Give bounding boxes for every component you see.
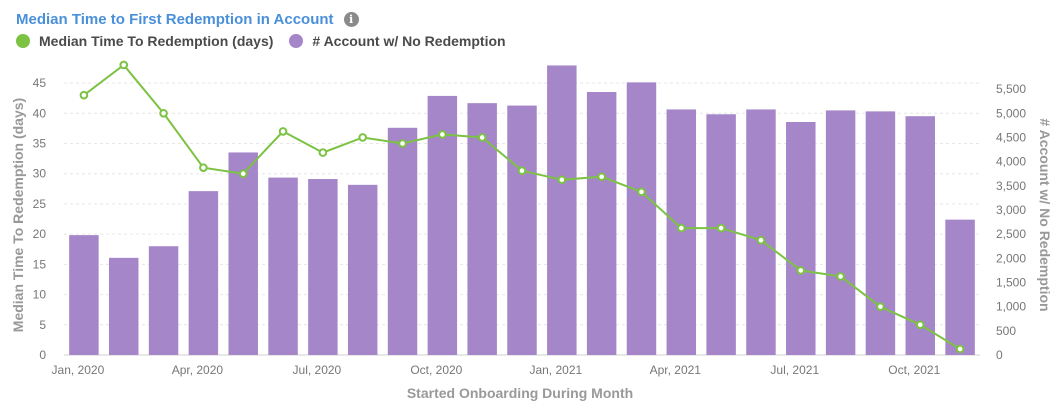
- left-tick-label: 15: [33, 257, 47, 271]
- right-tick-label: 2,500: [996, 227, 1026, 241]
- bar: [586, 92, 617, 356]
- left-tick-label: 45: [33, 76, 47, 90]
- line-point: [796, 266, 806, 275]
- legend-swatch-no-redemption: [289, 34, 304, 48]
- x-axis-ticks: Jan, 2020 Apr, 2020 Jul, 2020 Oct, 2020 Jan,…: [52, 363, 941, 377]
- left-tick-label: 5: [39, 318, 46, 332]
- x-tick-label: Oct, 2020: [410, 363, 462, 377]
- line-point: [716, 223, 726, 233]
- line-point: [915, 320, 925, 330]
- right-tick-label: 5,000: [996, 106, 1026, 120]
- line-point: [477, 133, 487, 142]
- line-point: [876, 302, 885, 311]
- right-tick-label: 3,000: [996, 203, 1026, 217]
- bar: [865, 111, 896, 355]
- bar: [308, 179, 338, 355]
- right-tick-label: 0: [996, 348, 1003, 362]
- bar: [268, 177, 298, 355]
- legend-item-no-redemption[interactable]: # Account w/ No Redemption: [289, 33, 506, 49]
- left-tick-label: 35: [33, 137, 47, 151]
- line-point: [637, 187, 646, 197]
- x-tick-label: Jul, 2021: [770, 363, 819, 377]
- point-layer: [79, 60, 965, 354]
- line-point: [278, 127, 288, 136]
- line-point: [517, 166, 527, 176]
- chart-legend: Median Time To Redemption (days) # Accou…: [16, 33, 522, 49]
- left-tick-label: 25: [33, 197, 47, 211]
- bar: [626, 82, 657, 356]
- chart-title-row: Median Time to First Redemption in Accou…: [16, 9, 359, 29]
- right-tick-label: 1,000: [996, 300, 1026, 314]
- left-tick-label: 40: [33, 106, 47, 120]
- right-tick-label: 1,500: [996, 275, 1026, 289]
- line-point: [756, 235, 766, 245]
- bar: [347, 184, 378, 355]
- line-point: [955, 344, 965, 354]
- bar: [109, 257, 139, 355]
- right-axis-title: # Account w/ No Redemption: [1037, 118, 1053, 311]
- bar-layer: [69, 65, 975, 356]
- right-tick-label: 5,500: [996, 82, 1026, 96]
- bar: [228, 152, 258, 355]
- right-tick-label: 500: [996, 324, 1016, 338]
- line-point: [238, 169, 248, 179]
- x-tick-label: Oct, 2021: [888, 363, 940, 377]
- chart-title: Median Time to First Redemption in Accou…: [16, 10, 334, 28]
- bar: [945, 219, 975, 355]
- line-point: [677, 223, 686, 233]
- bar: [387, 127, 418, 355]
- line-point: [119, 60, 129, 70]
- bar: [786, 121, 816, 355]
- line-point: [398, 139, 407, 148]
- left-axis-ticks: 0 5 10 15 20 25 30 35 40 45: [33, 76, 47, 362]
- right-axis-ticks: 0 500 1,000 1,500 2,000 2,500 3,000 3,500 4,000 4…: [996, 82, 1026, 362]
- left-axis-title: Median Time To Redemption (days): [10, 98, 26, 332]
- bar: [507, 105, 537, 355]
- left-tick-label: 30: [33, 167, 47, 181]
- line-point: [597, 172, 606, 182]
- legend-item-median-time[interactable]: Median Time To Redemption (days): [16, 33, 273, 49]
- right-tick-label: 4,500: [996, 130, 1026, 144]
- left-tick-label: 20: [33, 227, 47, 241]
- line-point: [159, 108, 168, 118]
- right-tick-label: 3,500: [996, 179, 1026, 193]
- right-tick-label: 4,000: [996, 155, 1026, 169]
- left-tick-label: 0: [39, 348, 46, 362]
- bar: [746, 109, 776, 356]
- line-point: [557, 175, 567, 185]
- bar: [547, 65, 577, 355]
- line-point: [199, 163, 208, 172]
- bar: [427, 95, 458, 355]
- legend-label-median-time: Median Time To Redemption (days): [39, 33, 274, 49]
- bar: [905, 116, 935, 355]
- legend-swatch-median-time: [16, 34, 30, 48]
- line-point: [318, 148, 328, 157]
- bar: [148, 246, 179, 355]
- line-point: [79, 90, 89, 100]
- line-point: [438, 130, 447, 139]
- x-tick-label: Jan, 2021: [529, 363, 582, 377]
- line-point: [358, 133, 367, 142]
- line-point: [836, 272, 845, 281]
- x-tick-label: Jan, 2020: [52, 363, 105, 377]
- right-tick-label: 2,000: [996, 251, 1026, 265]
- bar: [69, 235, 99, 355]
- left-tick-label: 10: [33, 288, 47, 302]
- x-tick-label: Apr, 2020: [172, 363, 224, 377]
- bar: [188, 191, 219, 355]
- x-tick-label: Apr, 2021: [650, 363, 702, 377]
- x-axis-title: Started Onboarding During Month: [407, 385, 633, 401]
- bar: [825, 110, 856, 355]
- info-icon[interactable]: i: [343, 11, 359, 27]
- bar: [706, 114, 736, 355]
- x-tick-label: Jul, 2020: [293, 363, 342, 377]
- legend-label-no-redemption: # Account w/ No Redemption: [312, 33, 506, 49]
